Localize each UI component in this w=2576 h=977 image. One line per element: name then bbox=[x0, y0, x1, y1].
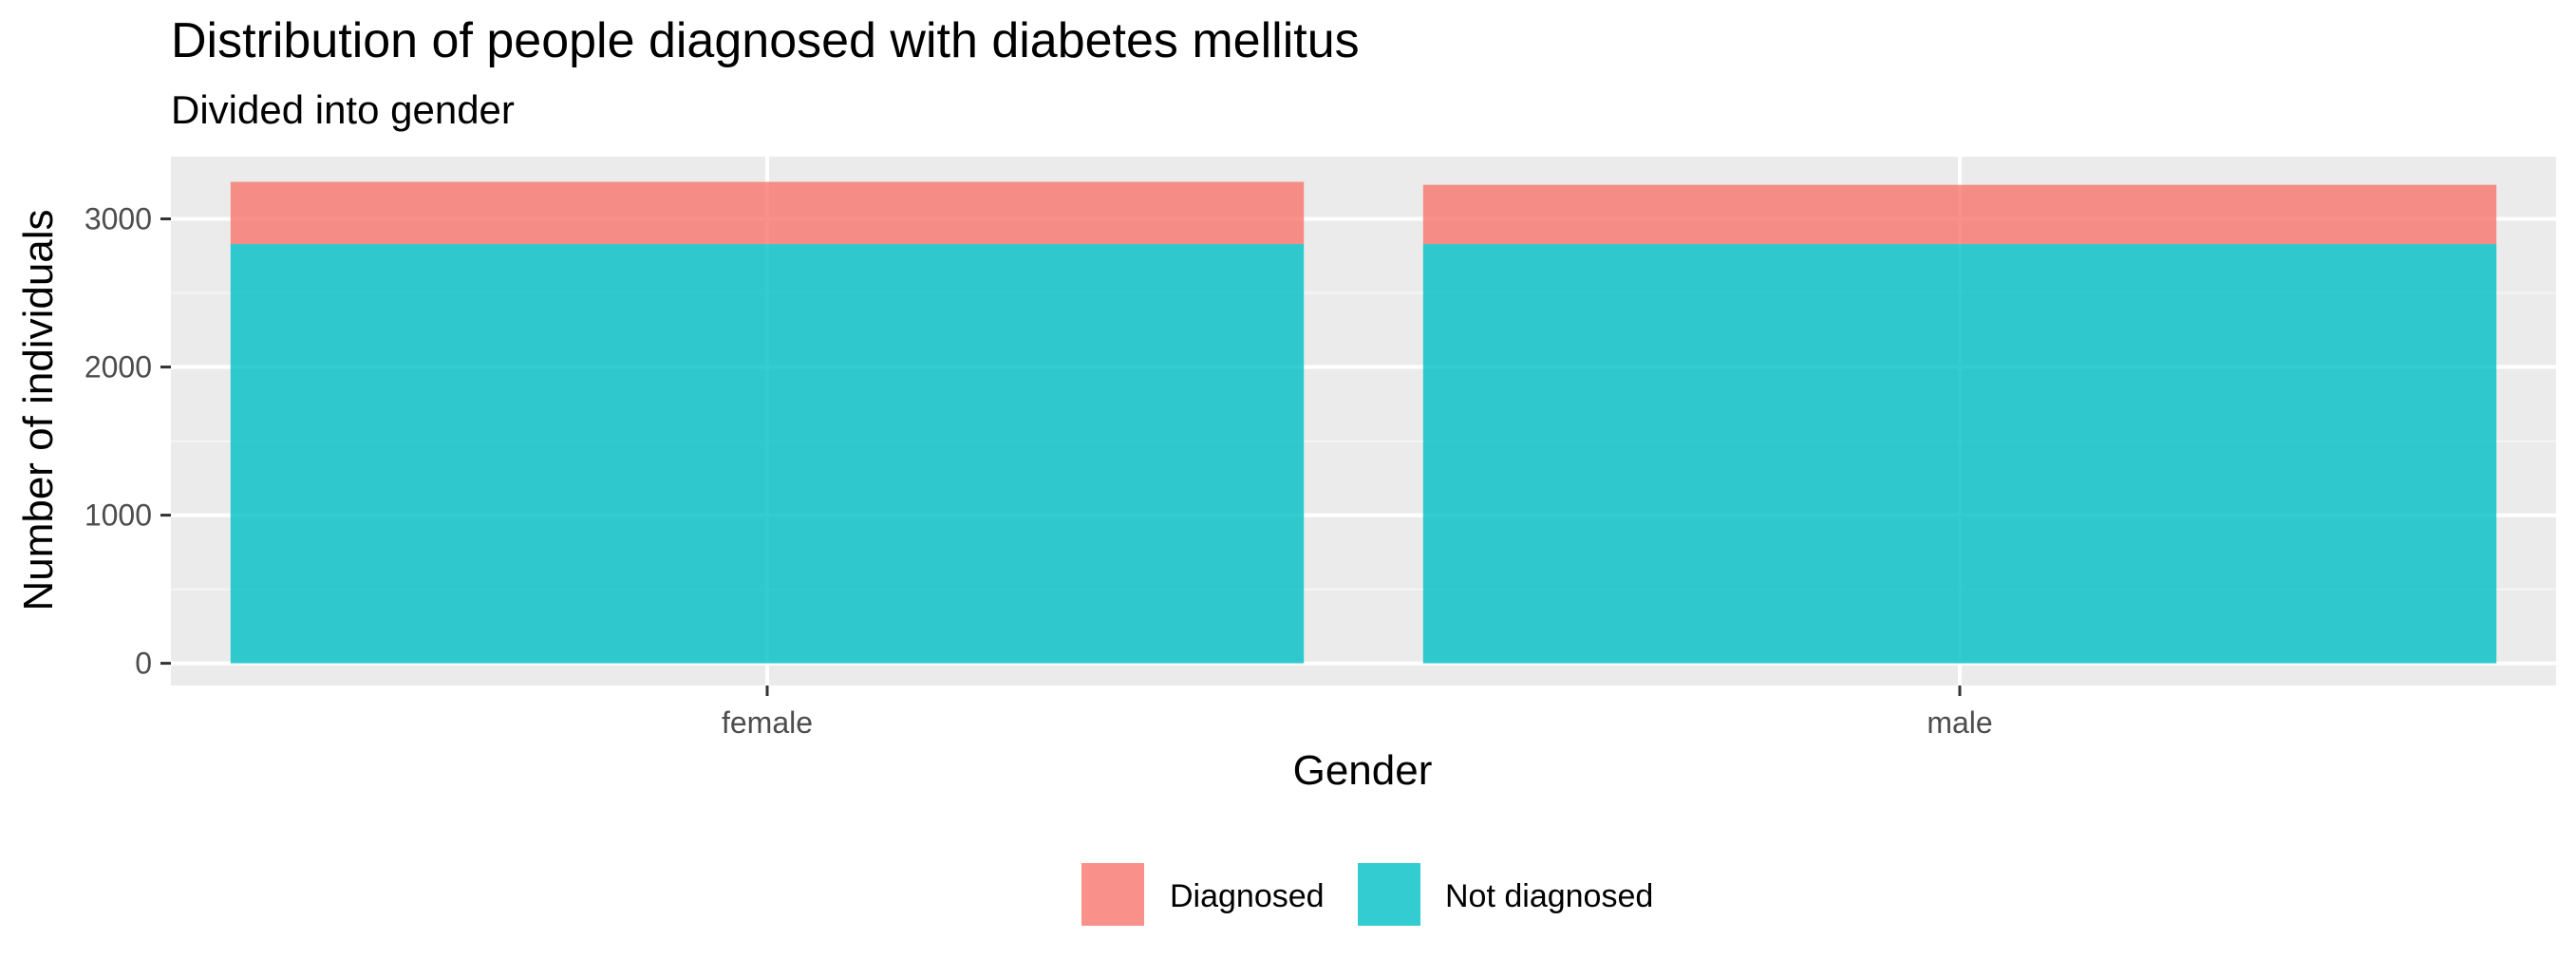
y-tick-label: 3000 bbox=[85, 202, 152, 236]
chart-subtitle: Divided into gender bbox=[171, 87, 515, 132]
y-tick-label: 0 bbox=[135, 647, 152, 681]
legend-key-diagnosed bbox=[1081, 863, 1144, 926]
x-axis-title: Gender bbox=[1293, 747, 1433, 794]
legend: Diagnosed Not diagnosed bbox=[1081, 863, 1653, 926]
legend-label-diagnosed: Diagnosed bbox=[1170, 878, 1325, 914]
y-tick-label: 2000 bbox=[85, 350, 152, 385]
x-tick-label: female bbox=[722, 705, 813, 740]
x-tick-label: male bbox=[1927, 705, 1992, 740]
bar-female-diagnosed bbox=[230, 181, 1305, 245]
chart-title: Distribution of people diagnosed with di… bbox=[171, 13, 1360, 68]
legend-label-not-diagnosed: Not diagnosed bbox=[1445, 878, 1653, 914]
y-axis-title: Number of individuals bbox=[15, 209, 62, 611]
bar-male-diagnosed bbox=[1422, 184, 2497, 245]
bar-male-not-diagnosed bbox=[1422, 244, 2497, 664]
plot-area: 0 1000 2000 3000 female male bbox=[85, 157, 2556, 740]
legend-key-not-diagnosed bbox=[1358, 863, 1420, 926]
y-tick-label: 1000 bbox=[85, 498, 152, 533]
bar-female-not-diagnosed bbox=[230, 244, 1305, 664]
